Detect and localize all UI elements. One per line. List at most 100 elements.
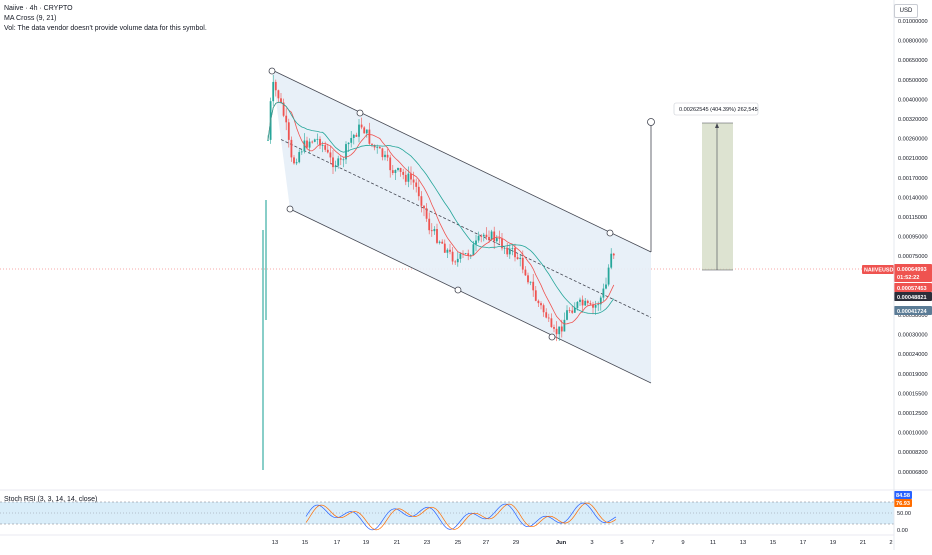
candle-body <box>438 241 441 243</box>
price-axis[interactable]: 0.01000000 0.00800000 0.00650000 0.00500000… <box>862 19 932 476</box>
candle-body <box>534 290 537 301</box>
ma-fast-line <box>267 101 615 325</box>
candle-body <box>605 284 607 289</box>
candle-body <box>298 152 301 163</box>
stoch-rsi-legend[interactable]: Stoch RSI (3, 3, 14, 14, close) <box>4 496 98 503</box>
candle-body <box>524 269 527 276</box>
time-tick-label: 2 <box>889 540 892 546</box>
candle-body <box>386 154 389 158</box>
ma-slow-line <box>267 101 615 314</box>
ma-fast-badge-bg <box>894 283 932 292</box>
ma-slow-badge-text: 0.00048821 <box>897 295 927 301</box>
symbol-title[interactable]: Naiive · 4h · CRYPTO <box>4 5 73 12</box>
candle-body <box>352 134 355 138</box>
candle-body <box>589 303 592 305</box>
candle-body <box>378 146 381 149</box>
time-tick-label: 9 <box>681 540 684 546</box>
last-price-badge: 0.00064993 01:52:22 <box>894 264 932 282</box>
parallel-channel[interactable] <box>0 67 894 384</box>
candle-body <box>558 326 561 335</box>
price-tick-label: 0.00075000 <box>898 254 928 260</box>
candle-body <box>287 122 290 140</box>
measure-label-bg <box>673 102 759 116</box>
chart-legend: Naiive · 4h · CRYPTO MA Cross (9, 21) Vo… <box>4 4 207 34</box>
candle-body <box>280 98 282 103</box>
candle-body <box>376 146 379 148</box>
measure-tool[interactable]: 0.00262545 (404.39%) 262,545 <box>647 102 759 271</box>
candle-body <box>311 141 314 143</box>
currency-button[interactable]: USD <box>894 4 918 18</box>
stoch-d-value: 76.93 <box>896 501 910 507</box>
candle-body <box>563 319 566 332</box>
time-tick-label: 29 <box>513 540 519 546</box>
candles <box>262 74 615 470</box>
price-tick-label: 0.00400000 <box>898 97 928 103</box>
channel-lower-line <box>289 208 652 384</box>
candle-body <box>397 167 399 171</box>
time-tick-label: 19 <box>363 540 369 546</box>
candle-body <box>300 151 303 153</box>
candle-body <box>555 328 558 335</box>
candle-body <box>306 140 308 148</box>
time-tick-label: 17 <box>334 540 340 546</box>
candle-body <box>566 310 568 320</box>
candle-body <box>508 248 511 255</box>
candle-body <box>573 307 576 313</box>
time-tick-label: 13 <box>272 540 278 546</box>
candle-body <box>560 326 563 332</box>
candle-body <box>425 208 428 219</box>
stoch-d-line <box>305 502 617 531</box>
candle-body <box>612 253 615 256</box>
candle-body <box>472 244 475 256</box>
candle-body <box>329 152 332 158</box>
candle-body <box>355 134 358 137</box>
candle-body <box>303 140 306 152</box>
candle-body <box>441 241 444 244</box>
candle-body <box>610 253 613 268</box>
price-tick-label: 0.00015500 <box>898 391 928 397</box>
stoch-d-value-bg <box>894 499 912 507</box>
price-tick-label: 0.00320000 <box>898 117 928 123</box>
time-axis[interactable]: 13 15 17 19 21 23 25 27 29 Jun 3 5 7 9 11 13 15 17 19 21 2 <box>0 0 895 550</box>
candle-body <box>511 247 514 249</box>
candle-body <box>290 139 293 158</box>
time-tick-label: 17 <box>800 540 806 546</box>
ma-slow-badge: 0.00048821 <box>894 292 932 301</box>
candle-body <box>454 261 457 263</box>
candle-body <box>540 303 542 306</box>
time-tick-label: 13 <box>740 540 746 546</box>
level-badge: 0.00041724 <box>894 306 932 315</box>
candle-body <box>493 231 496 242</box>
candle-body <box>358 124 360 137</box>
stoch-k-value-bg <box>894 491 912 499</box>
candle-body <box>467 253 470 256</box>
candle-body <box>607 267 610 285</box>
stoch-rsi-pane[interactable]: 84.58 76.93 50.00 0.00 <box>0 489 932 534</box>
price-tick-label: 0.00038000 <box>898 313 928 319</box>
candle-body <box>404 174 407 182</box>
candle-body <box>516 257 519 260</box>
ma-cross-legend[interactable]: MA Cross (9, 21) <box>4 15 57 22</box>
candle-body <box>308 141 311 148</box>
stoch-k-value: 84.58 <box>896 493 910 499</box>
candle-body <box>324 145 327 150</box>
candle-body <box>456 258 459 263</box>
measure-label: 0.00262545 (404.39%) 262,545 <box>679 107 758 113</box>
candle-body <box>537 300 540 304</box>
price-tick-label: 0.00800000 <box>898 39 928 45</box>
candle-body <box>514 247 516 258</box>
candle-body <box>347 142 350 145</box>
candle-body <box>342 159 345 161</box>
candle-body <box>368 129 371 144</box>
candle-body <box>430 230 433 232</box>
candle-body <box>337 158 340 166</box>
time-tick-label: 27 <box>483 540 489 546</box>
candle-body <box>477 235 480 241</box>
candle-body <box>423 205 425 209</box>
candle-body <box>459 253 462 259</box>
channel-anchor <box>268 67 276 75</box>
candle-body <box>519 257 522 260</box>
time-tick-label: 5 <box>620 540 623 546</box>
